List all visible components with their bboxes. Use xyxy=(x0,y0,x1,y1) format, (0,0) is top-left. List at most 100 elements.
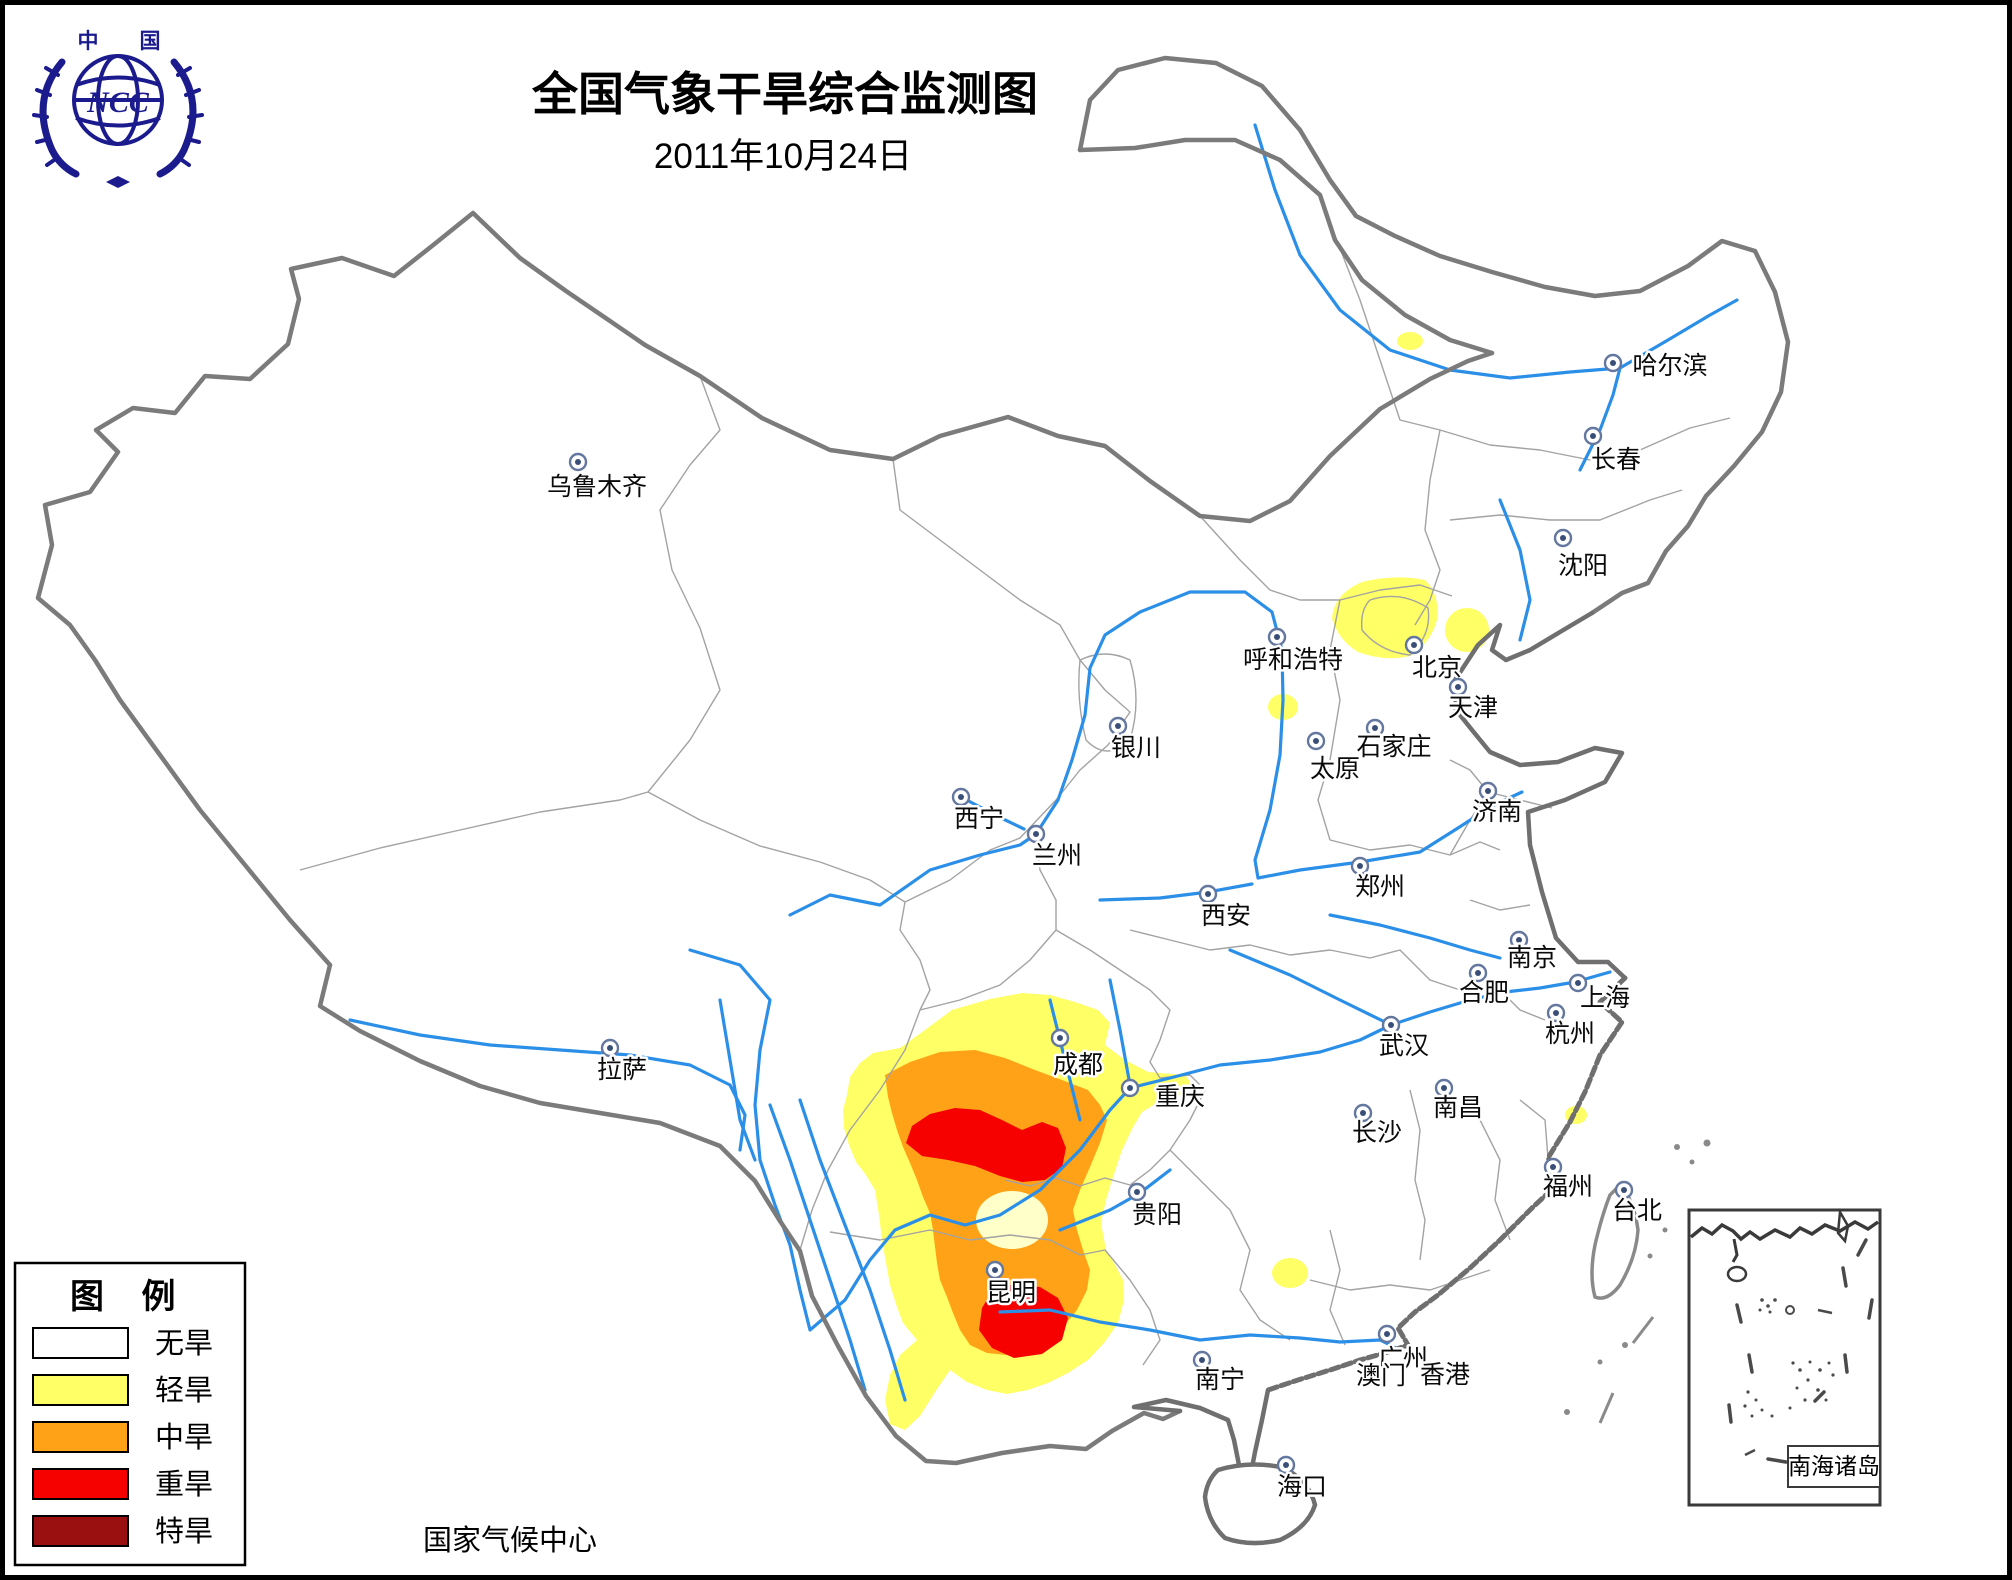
city: 石家庄 xyxy=(1354,718,1434,764)
city: 沈阳 xyxy=(1553,528,1611,583)
coast-leizhou-gulf xyxy=(1131,1387,1271,1491)
city-marker-dot xyxy=(1360,1110,1366,1116)
city-marker-dot xyxy=(1274,634,1280,640)
city-label: 长春 xyxy=(1591,446,1641,474)
city-label: 石家庄 xyxy=(1356,733,1431,761)
city-label: 南宁 xyxy=(1195,1366,1245,1394)
logo-char-left: 中 xyxy=(78,29,99,53)
light-drought-hebei-coast xyxy=(1445,608,1489,652)
city: 太原 xyxy=(1306,731,1363,786)
light-drought-northeast xyxy=(1397,332,1423,350)
city-marker-dot xyxy=(1199,1357,1205,1363)
liao-river xyxy=(1498,498,1532,642)
city-marker-dot xyxy=(1550,1164,1556,1170)
city: 南宁 xyxy=(1192,1350,1248,1397)
sea-boundary-dashes xyxy=(1598,1316,1655,1424)
city-marker-dot xyxy=(1134,1189,1140,1195)
city-marker-dot xyxy=(1516,937,1522,943)
border-west-north xyxy=(35,210,648,968)
inset-leizhou xyxy=(1731,1238,1739,1263)
songhua-nen-river xyxy=(1253,123,1739,380)
yangtze-river xyxy=(688,948,1612,1332)
city: 杭州 xyxy=(1542,1003,1598,1051)
credit-text: 国家气候中心 xyxy=(423,1524,597,1557)
city-label: 海口 xyxy=(1277,1473,1327,1501)
songhua-branch xyxy=(1578,366,1622,472)
city-label: 乌鲁木齐 xyxy=(547,473,647,501)
city-label: 澳门 xyxy=(1356,1362,1406,1390)
city-label: 杭州 xyxy=(1545,1020,1595,1048)
logo-acronym: NCC xyxy=(86,86,150,119)
city-label: 贵阳 xyxy=(1132,1201,1182,1229)
city-label: 天津 xyxy=(1448,694,1498,722)
city: 广州 xyxy=(1375,1324,1431,1376)
inset-nine-dash-line xyxy=(1727,1238,1874,1464)
inset-coastline xyxy=(1689,1219,1880,1242)
drought-layer xyxy=(843,332,1587,1430)
south-china-sea-inset: 南海诸岛 xyxy=(1687,1207,1882,1507)
city-label: 合肥 xyxy=(1459,979,1509,1007)
city-label: 昆明 xyxy=(986,1280,1036,1307)
city-marker-dot xyxy=(1485,788,1491,794)
city-label: 成都 xyxy=(1053,1051,1103,1079)
legend-item-label: 中旱 xyxy=(155,1421,213,1454)
city: 济南 xyxy=(1469,781,1525,829)
yalong-river xyxy=(718,998,757,1162)
city-label: 南昌 xyxy=(1433,1094,1483,1122)
rivers xyxy=(348,123,1739,1402)
offshore-islets xyxy=(1564,1139,1711,1415)
city-marker-dot xyxy=(1127,1085,1133,1091)
city-marker-dot xyxy=(992,1267,998,1273)
city: 哈尔滨 xyxy=(1603,350,1710,383)
city-marker-dot xyxy=(958,794,964,800)
ncc-logo: 中 国 NCC xyxy=(32,29,204,188)
city-marker-dot xyxy=(1455,684,1461,690)
legend-swatch xyxy=(32,1327,129,1359)
city: 海口 xyxy=(1274,1455,1330,1504)
inset-label-box xyxy=(1787,1445,1881,1488)
city-marker-dot xyxy=(1575,980,1581,986)
city-label: 银川 xyxy=(1111,734,1161,762)
city: 昆明 xyxy=(983,1260,1039,1310)
city: 武汉 xyxy=(1376,1015,1432,1063)
city: 乌鲁木齐 xyxy=(544,452,650,504)
city: 西宁 xyxy=(951,787,1007,836)
severe-drought-north-core xyxy=(906,1108,1066,1182)
city-marker-dot xyxy=(1475,970,1481,976)
drought-core-gap xyxy=(976,1191,1048,1249)
min-river xyxy=(1048,998,1082,1122)
border-southwest xyxy=(317,962,1183,1466)
city-label: 拉萨 xyxy=(597,1056,647,1084)
city-marker-dot xyxy=(1553,1010,1559,1016)
city-label: 台北 xyxy=(1612,1197,1662,1225)
national-border xyxy=(35,55,1791,1466)
coast-north xyxy=(1452,610,1628,981)
legend-swatch xyxy=(32,1515,129,1547)
city-label: 西宁 xyxy=(954,805,1004,833)
city: 成都 xyxy=(1050,1028,1106,1082)
huai-river xyxy=(1328,913,1502,960)
city-marker-dot xyxy=(1411,642,1417,648)
nu-river xyxy=(768,1103,867,1392)
city-marker-dot xyxy=(1388,1022,1394,1028)
inset-taiwan xyxy=(1836,1207,1850,1244)
pearl-river xyxy=(998,1308,1400,1351)
city: 南京 xyxy=(1504,930,1560,975)
city-marker-dot xyxy=(1560,535,1566,541)
city: 贵阳 xyxy=(1127,1182,1185,1232)
wei-river xyxy=(1098,882,1254,902)
legend-item-label: 轻旱 xyxy=(155,1374,213,1407)
city: 郑州 xyxy=(1350,856,1408,904)
border-mongolia-south xyxy=(642,342,1495,524)
inset-label: 南海诸岛 xyxy=(1788,1454,1880,1479)
coast-southeast xyxy=(1265,975,1628,1393)
city: 银川 xyxy=(1108,716,1164,765)
city-label: 郑州 xyxy=(1355,873,1405,901)
city-marker-dot xyxy=(1610,360,1616,366)
city: 北京 xyxy=(1404,635,1465,685)
